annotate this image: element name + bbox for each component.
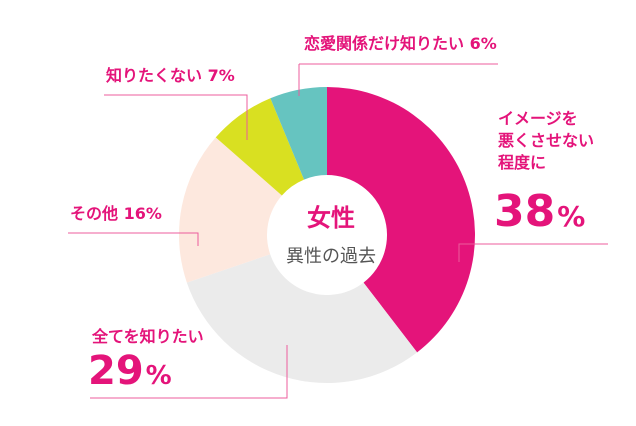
slice-3 bbox=[215, 98, 305, 196]
slice-value-0-unit: % bbox=[557, 200, 585, 233]
chart-title: 女性 bbox=[307, 204, 355, 232]
slice-0 bbox=[327, 87, 475, 353]
slice-value-1: 29% bbox=[88, 348, 172, 394]
slice-label-0-line-3: 程度に bbox=[498, 153, 546, 172]
slice-value-0: 38% bbox=[494, 186, 585, 237]
leader-line-slice-1 bbox=[90, 345, 288, 399]
slice-label-0-line-1: イメージを bbox=[498, 109, 578, 128]
slice-label-4: 恋愛関係だけ知りたい 6% bbox=[304, 34, 497, 53]
slice-label-2: その他 16% bbox=[70, 204, 162, 223]
slice-label-1: 全てを知りたい bbox=[91, 327, 204, 346]
chart-subtitle: 異性の過去 bbox=[286, 246, 376, 267]
leader-line-slice-3 bbox=[104, 94, 248, 140]
chart-slices bbox=[179, 87, 475, 383]
slice-2 bbox=[179, 137, 282, 283]
slice-4 bbox=[270, 87, 327, 180]
slice-label-0-line-2: 悪くさせない bbox=[498, 131, 594, 150]
leader-line-slice-2 bbox=[68, 232, 199, 246]
slice-value-1-unit: % bbox=[146, 361, 172, 391]
slice-1 bbox=[186, 254, 418, 383]
leader-line-slice-0 bbox=[458, 243, 608, 262]
slice-label-3: 知りたくない 7% bbox=[106, 66, 235, 85]
